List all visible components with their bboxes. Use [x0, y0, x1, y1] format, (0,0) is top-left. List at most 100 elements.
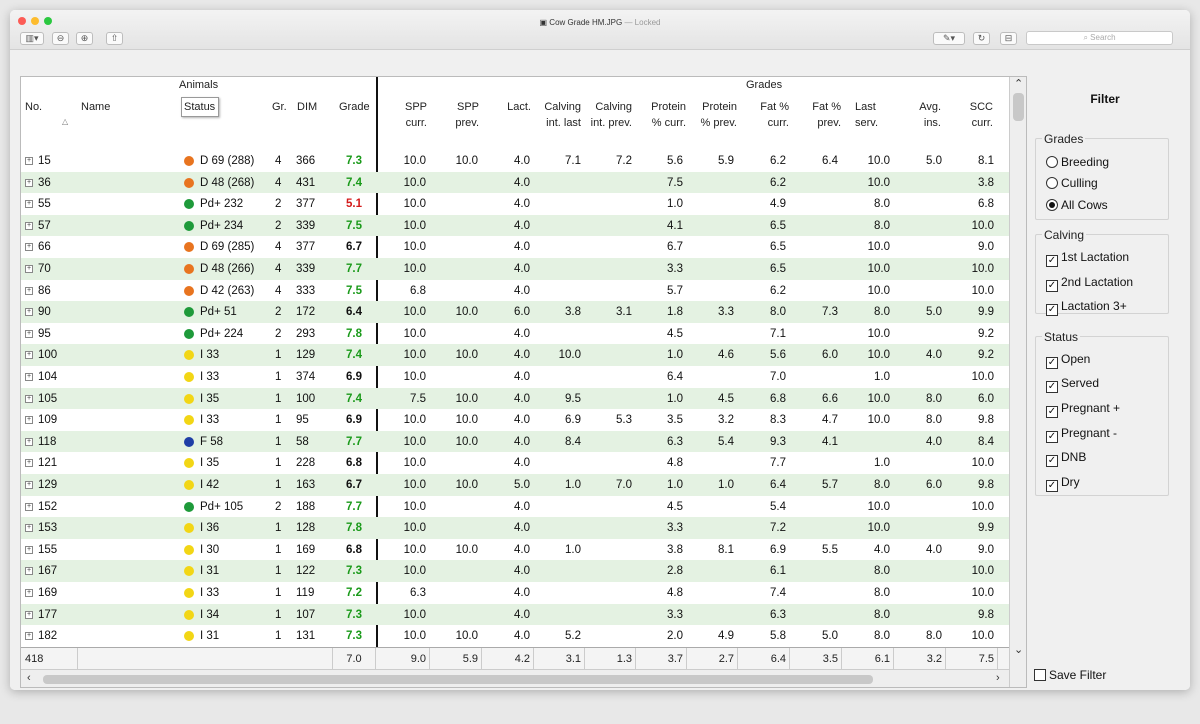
document-icon: ▣ — [539, 18, 550, 27]
table-row[interactable]: +118 F 58 1 58 7.7 10.0 10.0 4.0 8.4 6.3 5.4 9.3 4.1… — [21, 430, 1009, 453]
expand-row-icon[interactable]: + — [25, 157, 33, 165]
column-header-spp-curr[interactable]: SPP curr. — [404, 101, 427, 129]
expand-row-icon[interactable]: + — [25, 632, 33, 641]
cell-spp-curr: 10.0 — [403, 306, 426, 319]
table-row[interactable]: +177 I 34 1 107 7.3 10.0 4.0 3.3 6.3 8.0 9.8 — [21, 603, 1009, 626]
table-row[interactable]: +129 I 42 1 163 6.7 10.0 10.0 5.0 1.0 7.0 1.0 1.0 6.… — [21, 474, 1009, 496]
zoom-out-icon[interactable]: ⊖ — [52, 32, 69, 45]
search-input[interactable]: ⌕ Search — [1026, 31, 1173, 45]
table-row[interactable]: +95 Pd+ 224 2 293 7.8 10.0 4.0 4.5 7.1 10.0 9.2 — [21, 323, 1009, 345]
zoom-window-button[interactable] — [44, 17, 52, 25]
column-header-spp-prev[interactable]: SPP prev. — [455, 101, 479, 129]
table-row[interactable]: +109 I 33 1 95 6.9 10.0 10.0 4.0 6.9 5.3 3.5 3.2 8.3… — [21, 409, 1009, 431]
status-option-pregnant-plus[interactable]: ✓ Pregnant + — [1046, 400, 1120, 418]
table-row[interactable]: +15 D 69 (288) 4 366 7.3 10.0 10.0 4.0 7.1 7.2 5.6… — [21, 150, 1009, 172]
pen-icon[interactable]: ✎▾ — [933, 32, 965, 45]
scroll-up-icon[interactable]: ⌃ — [1014, 78, 1024, 90]
table-row[interactable]: +104 I 33 1 374 6.9 10.0 4.0 6.4 7.0 1.0 10.0 — [21, 366, 1009, 388]
expand-row-icon[interactable]: + — [25, 416, 33, 425]
calving-option-2nd-lactation[interactable]: ✓ 2nd Lactation — [1046, 274, 1133, 292]
table-row[interactable]: +66 D 69 (285) 4 377 6.7 10.0 4.0 6.7 6.5 10.0 9.0 — [21, 236, 1009, 258]
grades-option-breeding[interactable]: Breeding — [1046, 154, 1109, 170]
column-header-protein-curr[interactable]: Protein % curr. — [651, 101, 686, 129]
expand-row-icon[interactable]: + — [25, 351, 33, 360]
save-filter-checkbox[interactable]: Save Filter — [1034, 667, 1106, 683]
scroll-left-icon[interactable]: ‹ — [27, 672, 31, 684]
column-header-last-serv[interactable]: Last serv. — [855, 101, 879, 129]
expand-row-icon[interactable]: + — [25, 373, 33, 381]
expand-row-icon[interactable]: + — [25, 243, 33, 252]
scroll-right-icon[interactable]: › — [996, 672, 1000, 684]
table-row[interactable]: +90 Pd+ 51 2 172 6.4 10.0 10.0 6.0 3.8 3.1 1.8 3.3 8… — [21, 301, 1009, 323]
table-row[interactable]: +36 D 48 (268) 4 431 7.4 10.0 4.0 7.5 6.2 10.0 3.8 — [21, 171, 1009, 194]
column-header-avg-ins[interactable]: Avg. ins. — [919, 101, 941, 129]
vertical-scrollbar[interactable]: ⌃ ⌄ — [1009, 77, 1026, 687]
expand-row-icon[interactable]: + — [25, 524, 33, 533]
expand-row-icon[interactable]: + — [25, 589, 33, 597]
expand-row-icon[interactable]: + — [25, 178, 33, 187]
cell-fat-curr: 6.3 — [770, 608, 786, 621]
table-row[interactable]: +155 I 30 1 169 6.8 10.0 10.0 4.0 1.0 3.8 8.1 6.9 5.… — [21, 539, 1009, 561]
grades-option-all-cows[interactable]: All Cows — [1046, 197, 1108, 213]
table-row[interactable]: +57 Pd+ 234 2 339 7.5 10.0 4.0 4.1 6.5 8.0 10.0 — [21, 214, 1009, 237]
calving-option-lactation-3plus[interactable]: ✓ Lactation 3+ — [1046, 298, 1127, 316]
rotate-icon[interactable]: ↻ — [973, 32, 990, 45]
horizontal-scroll-thumb[interactable] — [43, 675, 873, 684]
table-row[interactable]: +152 Pd+ 105 2 188 7.7 10.0 4.0 4.5 5.4 10.0 10.0 — [21, 496, 1009, 518]
calving-option-1st-lactation[interactable]: ✓ 1st Lactation — [1046, 249, 1129, 267]
column-header-fat-prev[interactable]: Fat % prev. — [812, 101, 841, 129]
expand-row-icon[interactable]: + — [25, 329, 33, 338]
expand-row-icon[interactable]: + — [25, 567, 33, 576]
column-header-status-highlight — [181, 97, 219, 117]
toolbox-icon[interactable]: ⊟ — [1000, 32, 1017, 45]
zoom-in-icon[interactable]: ⊕ — [76, 32, 93, 45]
expand-row-icon[interactable]: + — [25, 265, 33, 273]
expand-row-icon[interactable]: + — [25, 221, 33, 230]
table-row[interactable]: +182 I 31 1 131 7.3 10.0 10.0 4.0 5.2 2.0 4.9 5.8 5.… — [21, 625, 1009, 647]
share-icon[interactable]: ⇧ — [106, 32, 123, 45]
table-row[interactable]: +100 I 33 1 129 7.4 10.0 10.0 4.0 10.0 1.0 4.6 5.6 6… — [21, 344, 1009, 366]
column-header-gr[interactable]: Gr. — [272, 101, 287, 113]
column-header-calving-last[interactable]: Calving int. last — [544, 101, 581, 129]
sidebar-toggle-icon[interactable]: ▥▾ — [20, 32, 44, 45]
status-option-pregnant-minus[interactable]: ✓ Pregnant - — [1046, 425, 1117, 443]
column-header-lact[interactable]: Lact. — [507, 101, 531, 113]
table-row[interactable]: +121 I 35 1 228 6.8 10.0 4.0 4.8 7.7 1.0 10.0 — [21, 452, 1009, 474]
table-row[interactable]: +105 I 35 1 100 7.4 7.5 10.0 4.0 9.5 1.0 4.5 6.8 6.6… — [21, 387, 1009, 410]
column-header-protein-prev[interactable]: Protein % prev. — [700, 101, 737, 129]
horizontal-scrollbar[interactable]: ‹ › — [21, 669, 1009, 687]
table-row[interactable]: +167 I 31 1 122 7.3 10.0 4.0 2.8 6.1 8.0 10.0 — [21, 560, 1009, 582]
expand-row-icon[interactable]: + — [25, 502, 33, 511]
expand-row-icon[interactable]: + — [25, 200, 33, 209]
status-option-dry[interactable]: ✓ Dry — [1046, 474, 1080, 492]
table-row[interactable]: +55 Pd+ 232 2 377 5.1 10.0 4.0 1.0 4.9 8.0 6.8 — [21, 193, 1009, 215]
scroll-down-icon[interactable]: ⌄ — [1014, 644, 1024, 656]
column-header-status[interactable]: Status — [184, 101, 216, 113]
status-option-served[interactable]: ✓ Served — [1046, 375, 1099, 393]
expand-row-icon[interactable]: + — [25, 286, 33, 295]
column-header-calving-prev[interactable]: Calving int. prev. — [590, 101, 632, 129]
column-header-name[interactable]: Name — [81, 101, 111, 113]
column-header-grade[interactable]: Grade — [339, 101, 370, 113]
vertical-scroll-thumb[interactable] — [1013, 93, 1024, 121]
column-header-fat-curr[interactable]: Fat % curr. — [760, 101, 789, 129]
table-row[interactable]: +153 I 36 1 128 7.8 10.0 4.0 3.3 7.2 10.0 9.9 — [21, 517, 1009, 539]
minimize-window-button[interactable] — [31, 17, 39, 25]
expand-row-icon[interactable]: + — [25, 308, 33, 317]
table-row[interactable]: +86 D 42 (263) 4 333 7.5 6.8 4.0 5.7 6.2 10.0 10.0 — [21, 280, 1009, 302]
status-option-dnb[interactable]: ✓ DNB — [1046, 449, 1086, 467]
expand-row-icon[interactable]: + — [25, 437, 33, 446]
status-option-open[interactable]: ✓ Open — [1046, 351, 1090, 369]
column-header-no[interactable]: No. — [25, 101, 43, 113]
expand-row-icon[interactable]: + — [25, 545, 33, 554]
column-header-dim[interactable]: DIM — [297, 101, 318, 113]
expand-row-icon[interactable]: + — [25, 459, 33, 468]
table-row[interactable]: +169 I 33 1 119 7.2 6.3 4.0 4.8 7.4 8.0 10.0 — [21, 582, 1009, 604]
expand-row-icon[interactable]: + — [25, 394, 33, 403]
table-row[interactable]: +70 D 48 (266) 4 339 7.7 10.0 4.0 3.3 6.5 10.0 10.… — [21, 258, 1009, 280]
grades-option-culling[interactable]: Culling — [1046, 175, 1098, 191]
expand-row-icon[interactable]: + — [25, 610, 33, 619]
close-window-button[interactable] — [18, 17, 26, 25]
column-header-scc-curr[interactable]: SCC curr. — [969, 101, 993, 129]
expand-row-icon[interactable]: + — [25, 481, 33, 489]
